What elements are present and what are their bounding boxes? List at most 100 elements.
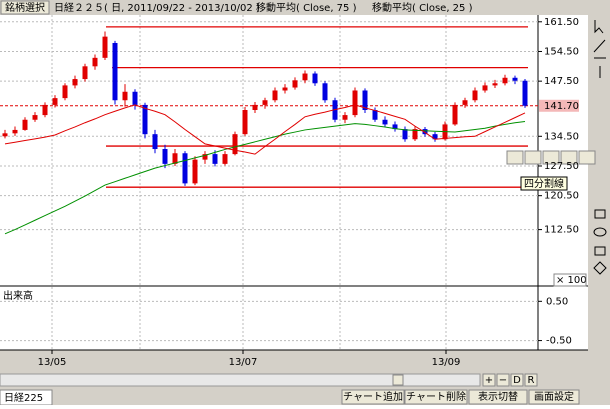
drawing-tools[interactable] (506, 150, 596, 165)
x-tick-label: 13/07 (229, 357, 258, 368)
tab-button-label[interactable]: 画面設定 (534, 390, 574, 403)
candle-body (282, 87, 288, 91)
ma25-label: 移動平均( Close, 25 ) (372, 1, 473, 14)
candle-body (382, 119, 388, 125)
candle-body (152, 134, 158, 150)
candle-body (102, 36, 108, 58)
zoom-button-label[interactable]: − (499, 375, 507, 386)
select-button-label[interactable]: 銘柄選択 (5, 1, 45, 14)
candle-body (192, 159, 198, 184)
active-tab-label[interactable]: 日経225 (4, 391, 43, 404)
candle-body (302, 73, 308, 81)
candle-body (252, 104, 258, 110)
candle-body (2, 133, 8, 137)
line-tool[interactable] (593, 39, 606, 53)
tool-button[interactable] (506, 150, 524, 165)
select-button[interactable] (0, 0, 50, 15)
tab-button[interactable] (341, 389, 405, 405)
tool-button[interactable] (524, 150, 542, 165)
candle-body (472, 90, 478, 101)
candle-body (162, 149, 168, 164)
y-tick-label: 127.50 (544, 161, 579, 172)
candle-body (462, 100, 468, 105)
candle-body (12, 129, 18, 134)
candle-body (52, 98, 58, 105)
candle-body (132, 91, 138, 105)
diamond-tool[interactable] (593, 261, 607, 275)
tab-button[interactable] (528, 389, 580, 405)
y-tick-label: 161.50 (544, 17, 579, 28)
candle-body (482, 85, 488, 91)
candle-body (292, 80, 298, 88)
x-tick-label: 13/09 (432, 357, 461, 368)
chart-title: 日経２２５( 日, 2011/09/22 - 2013/10/02 ) (54, 1, 260, 14)
candle-body (392, 124, 398, 130)
rect-tool[interactable] (594, 246, 606, 256)
current-price-label: 141.70 (544, 101, 579, 112)
candle-body (402, 129, 408, 140)
ellipse-tool[interactable] (593, 227, 607, 237)
zoom-button-label[interactable]: R (528, 375, 535, 386)
tooltip: 四分割線 (524, 177, 564, 190)
zoom-button[interactable] (482, 373, 496, 387)
tooltip-box (520, 176, 568, 191)
cursor-tool[interactable] (594, 20, 604, 34)
tool-button[interactable] (560, 150, 578, 165)
moving-average-line (4, 104, 526, 155)
candle-body (342, 115, 348, 120)
scrollbar[interactable] (0, 373, 481, 387)
candle-body (92, 57, 98, 67)
tab-button-label[interactable]: チャート追加 (343, 390, 403, 403)
y-tick-label: 0.50 (546, 296, 568, 307)
candle-body (232, 134, 238, 155)
tab-button[interactable] (468, 389, 528, 405)
table-tool[interactable] (594, 209, 606, 219)
x-tick-label: 13/05 (38, 357, 67, 368)
tool-button[interactable] (578, 150, 596, 165)
y-tick-label: 112.50 (544, 225, 579, 236)
moving-average-line (4, 120, 526, 235)
candle-body (312, 73, 318, 84)
candle-body (412, 129, 418, 140)
tool-button[interactable] (542, 150, 560, 165)
zoom-button[interactable] (496, 373, 510, 387)
candle-body (432, 134, 438, 140)
zoom-button-label[interactable]: + (485, 375, 493, 386)
candle-body (122, 91, 128, 101)
tool-icons[interactable] (593, 20, 607, 275)
tab-button-label[interactable]: チャート削除 (406, 390, 466, 403)
chart-area (0, 15, 588, 350)
candle-body (142, 104, 148, 135)
tab-button-label[interactable]: 表示切替 (478, 390, 518, 403)
candle-body (202, 154, 208, 160)
candle-body (322, 83, 328, 101)
zoom-button[interactable] (524, 373, 538, 387)
candle-body (72, 79, 78, 86)
candle-body (262, 100, 268, 105)
unit-label: × 100 (556, 275, 587, 286)
scroll-thumb[interactable] (392, 374, 404, 386)
y-tick-label: -0.50 (546, 336, 572, 347)
candle-body (42, 104, 48, 116)
candle-body (372, 109, 378, 120)
y-tick-label: 154.50 (544, 46, 579, 57)
y-tick-label: 134.50 (544, 131, 579, 142)
candle-body (512, 77, 518, 81)
candle-body (492, 83, 498, 86)
candle-body (22, 119, 28, 130)
candle-body (452, 104, 458, 125)
zoom-button-label[interactable]: D (513, 375, 521, 386)
candle-body (222, 154, 228, 164)
current-price-box (539, 99, 579, 112)
unit-box (553, 273, 587, 287)
candle-body (422, 129, 428, 135)
tab-button[interactable] (404, 389, 468, 405)
candle-body (112, 42, 118, 101)
candle-body (522, 80, 528, 106)
y-tick-label: 120.50 (544, 191, 579, 202)
candle-body (272, 90, 278, 101)
candle-body (362, 90, 368, 110)
zoom-button[interactable] (510, 373, 524, 387)
ma75-label: 移動平均( Close, 75 ) (256, 1, 357, 14)
